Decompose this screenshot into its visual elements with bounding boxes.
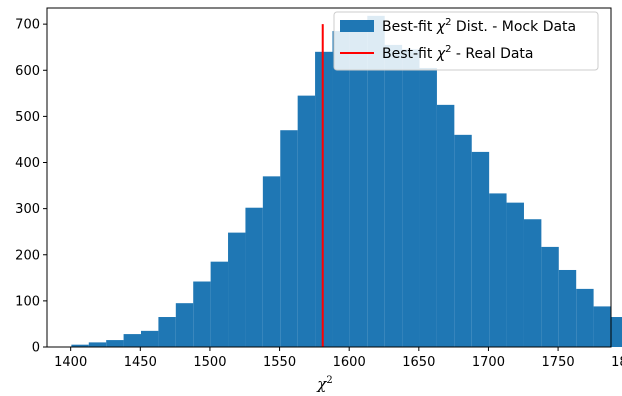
histogram-bar [158,317,176,347]
x-tick-label: 1400 [54,355,87,370]
legend-label-real: Best-fit χ2 - Real Data [382,44,534,62]
x-tick-label: 1800 [611,355,622,370]
histogram-bar [506,202,524,347]
axes [46,7,612,348]
x-tick-label: 1750 [542,355,575,370]
histogram-bar [210,261,229,347]
y-tick-label: 400 [15,156,40,171]
histogram-bar [193,281,211,347]
histogram-bar [332,31,350,348]
histogram-bar [228,232,246,347]
histogram-bars [53,15,622,348]
histogram-bar [558,269,577,347]
x-axis-label: χ2 [316,375,332,393]
histogram-bar [593,306,611,347]
histogram-bar [71,344,89,347]
x-tick-label: 1550 [263,355,296,370]
y-tick-label: 600 [15,64,40,79]
histogram-bar [576,288,594,347]
histogram-bar [436,104,455,347]
histogram-bar [262,176,281,347]
histogram-bar [141,330,159,347]
histogram-bar [471,151,490,347]
histogram-bar [106,340,124,347]
y-tick-label: 200 [15,248,40,263]
legend-swatch-mock [340,20,374,32]
histogram-bar [419,67,437,348]
histogram-bar [315,51,333,347]
y-tick-label: 700 [15,18,40,33]
x-ticks: 1400 1450 1500 1550 1600 1650 1700 1750 1800 [54,347,622,370]
y-tick-label: 100 [15,294,40,309]
histogram-bar [523,219,542,347]
histogram-bar [349,28,368,347]
histogram-bar [489,193,507,347]
x-tick-label: 1600 [333,355,366,370]
x-tick-label: 1700 [472,355,505,370]
legend: Best-fit χ2 Dist. - Mock Data Best-fit χ… [333,11,599,71]
histogram-bar [123,334,141,347]
histogram-bar [454,134,472,347]
x-tick-label: 1650 [402,355,435,370]
y-ticks: 0 100 200 300 400 500 600 700 [15,18,47,356]
x-tick-label: 1500 [193,355,226,370]
histogram-bar [245,207,263,347]
x-tick-label: 1450 [124,355,157,370]
legend-box [333,11,599,71]
histogram-bar [88,342,107,347]
histogram-bar [402,49,420,347]
histogram-bar [611,317,622,347]
y-tick-label: 500 [15,110,40,125]
histogram-bar [384,44,403,348]
y-tick-label: 0 [32,341,40,356]
y-tick-label: 300 [15,202,40,217]
histogram-bar [367,15,385,348]
histogram-bar [297,95,316,347]
histogram-bar [280,130,298,347]
legend-label-mock: Best-fit χ2 Dist. - Mock Data [382,17,576,35]
plot-frame [46,7,612,348]
histogram-bar [175,303,194,347]
histogram-bar [541,246,559,347]
